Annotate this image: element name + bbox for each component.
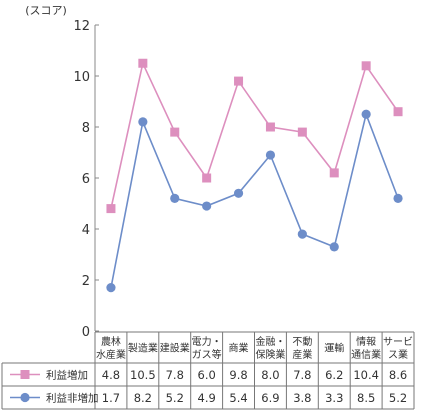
data-point (138, 58, 148, 68)
series-0 (106, 58, 403, 214)
data-point (361, 109, 371, 119)
table-value: 7.8 (293, 368, 311, 382)
series-1 (106, 109, 403, 293)
legend-entry: 利益非増加 (10, 392, 99, 405)
series-line (110, 111, 399, 288)
category-label: 建設業 (160, 342, 190, 355)
category-label: 運輸 (324, 342, 344, 355)
legend-marker (20, 370, 30, 379)
legend-label: 利益増加 (46, 369, 88, 382)
data-point (393, 193, 403, 203)
data-point (170, 193, 180, 203)
category-label: 情報 (356, 335, 376, 348)
category-label: 電力・ (192, 335, 222, 348)
data-point (297, 229, 307, 239)
table-value: 1.7 (102, 391, 120, 405)
category-label: 保険業 (255, 348, 285, 361)
category-label: 水産業 (96, 348, 126, 361)
legend-label: 利益非増加 (46, 392, 99, 405)
category-label: サービ (383, 336, 413, 348)
data-point (106, 204, 116, 214)
data-point (202, 201, 212, 211)
legend-entry: 利益増加 (10, 369, 88, 382)
category-label: 不動 (292, 335, 312, 348)
data-point (297, 127, 307, 137)
data-point (234, 76, 244, 86)
table-value: 5.4 (229, 391, 247, 405)
category-label: 商業 (229, 342, 249, 355)
table-value: 5.2 (389, 391, 407, 405)
category-label: 製造業 (128, 342, 158, 355)
table-value: 6.9 (261, 391, 279, 405)
table-value: 7.8 (166, 368, 184, 382)
category-label: ス業 (388, 348, 408, 361)
y-tick-label: 4 (82, 223, 90, 238)
y-axis-unit-label: (スコア) (25, 4, 67, 17)
table-value: 3.3 (325, 391, 343, 405)
data-point (106, 283, 116, 293)
y-tick-label: 8 (82, 121, 90, 136)
table-value: 6.0 (198, 368, 216, 382)
category-label: 通信業 (351, 348, 381, 361)
y-tick-label: 12 (73, 19, 90, 34)
table-value: 5.2 (166, 391, 184, 405)
table-value: 4.8 (102, 368, 120, 382)
legend-marker (20, 392, 30, 403)
series-line (110, 60, 399, 209)
table-value: 8.6 (389, 368, 407, 382)
table-value: 8.0 (261, 368, 279, 382)
table-value: 6.2 (325, 368, 343, 382)
y-tick-label: 2 (82, 274, 90, 289)
data-point (265, 150, 276, 160)
data-point (138, 117, 148, 127)
category-label: 産業 (292, 348, 312, 361)
data-point (233, 188, 244, 198)
data-point (393, 107, 403, 117)
y-tick-label: 6 (82, 172, 90, 187)
category-label: 農林 (101, 335, 121, 348)
data-point (329, 242, 339, 252)
series-lines (106, 58, 403, 293)
data-point (202, 173, 212, 183)
table-value: 4.9 (198, 391, 216, 405)
table-value: 9.8 (229, 368, 247, 382)
category-label: 金融・ (255, 335, 285, 348)
data-point (329, 168, 339, 178)
table-value: 8.2 (134, 391, 152, 405)
table-value: 8.5 (357, 391, 375, 405)
data-point (265, 122, 275, 132)
y-tick-label: 10 (73, 70, 90, 85)
table-value: 10.4 (353, 368, 379, 382)
table-value: 10.5 (130, 368, 156, 382)
data-point (170, 127, 180, 137)
data-point (361, 61, 371, 71)
y-tick-label: 0 (82, 325, 90, 340)
category-label: ガス等 (192, 348, 222, 361)
table-value: 3.8 (293, 391, 311, 405)
axes: 0 2 4 6 8 10 12 (73, 19, 99, 340)
